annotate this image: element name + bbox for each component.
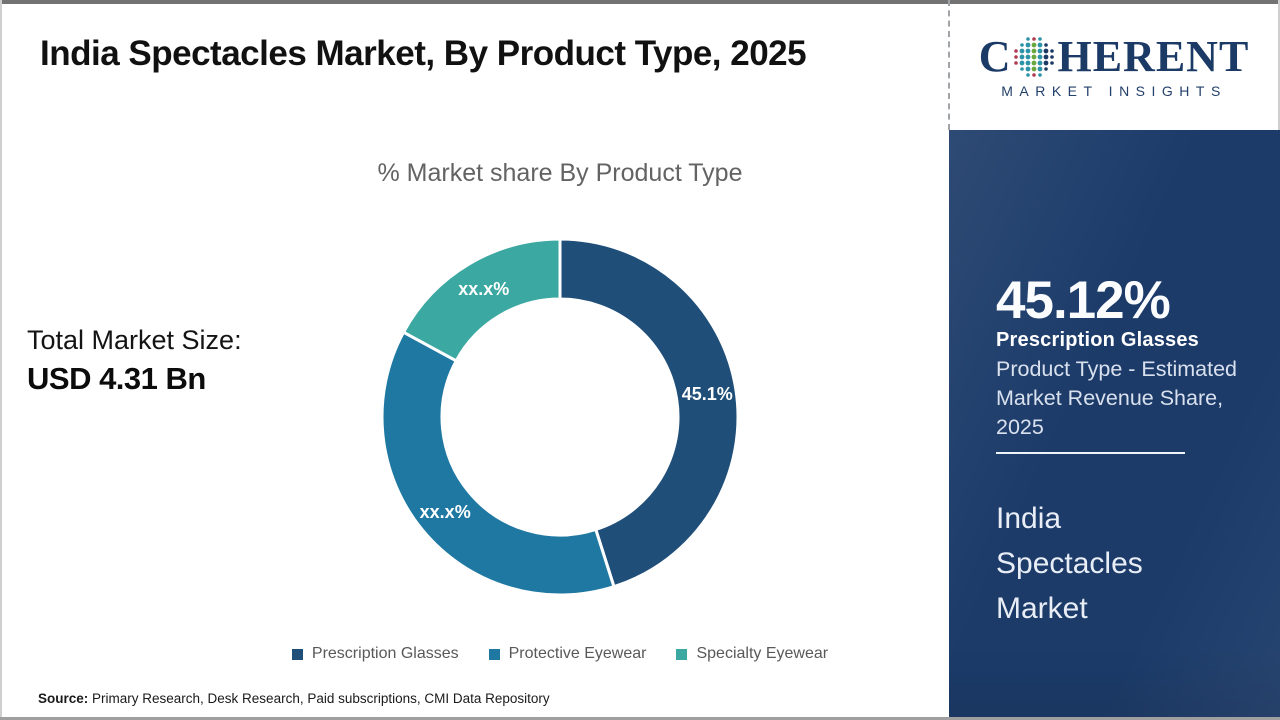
donut-chart-section: % Market share By Product Type 45.1% xx.x… bbox=[160, 0, 960, 720]
legend-item: Protective Eyewear bbox=[488, 645, 647, 663]
donut-segment-label: xx.x% bbox=[420, 502, 471, 522]
donut-segment-label: 45.1% bbox=[682, 384, 733, 404]
legend-label: Protective Eyewear bbox=[508, 645, 647, 662]
highlight-description: Product Type - Estimated Market Revenue … bbox=[996, 357, 1237, 439]
chart-title: % Market share By Product Type bbox=[377, 159, 743, 187]
highlight-segment-name: Prescription Glasses bbox=[996, 329, 1199, 351]
total-market-size-block: Total Market Size: USD 4.31 Bn bbox=[27, 325, 242, 397]
chart-legend: Prescription Glasses Protective Eyewear Sp… bbox=[160, 645, 960, 663]
page-title: India Spectacles Market, By Product Type… bbox=[40, 34, 807, 73]
brand-letters-herent: HERENT bbox=[1057, 32, 1250, 81]
highlight-percentage: 45.12% bbox=[996, 271, 1171, 330]
vertical-dashed-divider bbox=[948, 0, 950, 130]
total-market-size-value: USD 4.31 Bn bbox=[27, 361, 206, 396]
source-note: Source: Primary Research, Desk Research,… bbox=[38, 691, 550, 706]
legend-label: Specialty Eyewear bbox=[696, 645, 829, 662]
legend-marker bbox=[488, 648, 500, 660]
legend-marker bbox=[291, 648, 303, 660]
legend-item: Prescription Glasses bbox=[291, 645, 459, 663]
legend-marker bbox=[676, 648, 688, 660]
highlight-sidebar: 45.12% Prescription Glasses Product Type… bbox=[949, 130, 1280, 717]
source-text: Primary Research, Desk Research, Paid su… bbox=[88, 691, 550, 706]
report-name: India Spectacles Market bbox=[996, 502, 1143, 625]
donut-segment bbox=[558, 237, 740, 589]
frame-border-top bbox=[0, 0, 1280, 4]
donut-segment bbox=[380, 330, 616, 597]
source-label: Source: bbox=[38, 691, 89, 706]
donut-chart: 45.1% xx.x% xx.x% bbox=[380, 237, 740, 597]
dot-globe-logo-icon bbox=[1014, 37, 1055, 77]
total-market-size-label: Total Market Size: bbox=[27, 325, 242, 355]
donut-segment-label: xx.x% bbox=[458, 279, 509, 299]
donut-segment bbox=[401, 237, 562, 363]
legend-label: Prescription Glasses bbox=[311, 645, 459, 662]
frame-border-left bbox=[0, 0, 2, 720]
brand-subtitle: MARKET INSIGHTS bbox=[1001, 83, 1227, 99]
brand-logo: C HERENT MARKET INSIGHTS bbox=[950, 4, 1278, 130]
brand-letter-c: C bbox=[978, 32, 1012, 81]
sidebar-divider bbox=[996, 452, 1185, 454]
legend-item: Specialty Eyewear bbox=[676, 645, 828, 663]
frame-border-bottom bbox=[0, 717, 1280, 720]
brand-wordmark: C HERENT bbox=[979, 35, 1250, 79]
